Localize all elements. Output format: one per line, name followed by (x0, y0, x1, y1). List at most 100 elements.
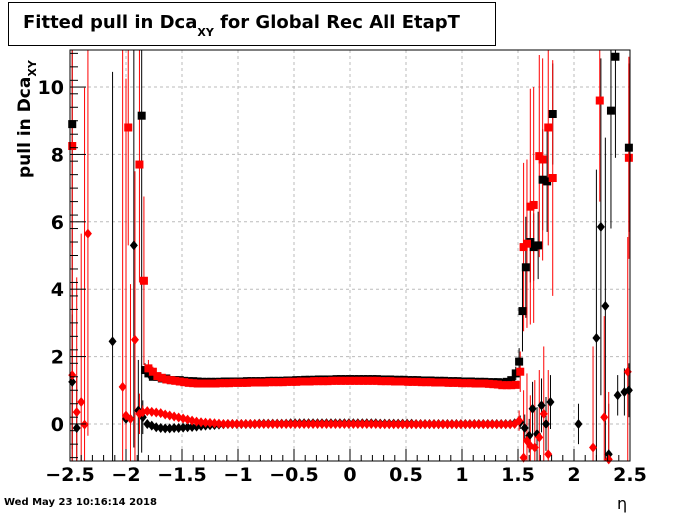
red-diamond-marker (600, 412, 609, 423)
red-square-marker (529, 200, 538, 209)
red-square-marker (422, 378, 431, 387)
red-diamond-marker (623, 366, 632, 377)
red-square-marker (216, 379, 225, 388)
black-diamond-marker (520, 422, 529, 433)
black-diamond-marker (624, 385, 633, 396)
red-diamond-marker (461, 419, 470, 430)
red-diamond-marker (474, 419, 483, 430)
red-square-marker (175, 377, 184, 386)
red-square-marker (184, 378, 193, 387)
black-diamond-marker (183, 422, 192, 433)
black-diamond-marker (596, 221, 605, 232)
red-square-marker (341, 376, 350, 385)
red-diamond-marker (273, 418, 282, 429)
black-square-marker (137, 111, 146, 120)
black-square-marker (515, 357, 524, 366)
x-tick-label: 1.5 (501, 464, 535, 486)
red-diamond-marker (443, 419, 452, 430)
red-diamond-marker (118, 381, 127, 392)
red-square-marker (346, 376, 354, 385)
x-tick-label: 1 (455, 464, 468, 486)
red-diamond-marker (286, 418, 295, 429)
red-square-marker (287, 377, 296, 386)
red-square-marker (493, 380, 502, 389)
red-square-marker (498, 381, 507, 390)
title-main: Fitted pull in Dca (23, 12, 198, 33)
red-square-marker (372, 376, 381, 385)
red-diamond-marker (268, 418, 277, 429)
red-diamond-marker (416, 419, 425, 430)
x-axis: −2.5 −2 −1.5 −1 −0.5 0 0.5 1 1.5 2 2.5 (45, 449, 647, 486)
red-diamond-marker (452, 419, 461, 430)
red-diamond-marker (539, 408, 548, 419)
red-square-marker (475, 379, 484, 388)
red-square-marker (426, 378, 435, 387)
x-tick-label: 0.5 (389, 464, 423, 486)
red-diamond-marker (367, 418, 376, 429)
red-diamond-marker (246, 418, 255, 429)
black-diamond-marker (179, 422, 188, 433)
red-diamond-marker (300, 418, 309, 429)
red-square-marker (368, 376, 377, 385)
red-square-marker (269, 378, 278, 387)
black-diamond-marker (601, 301, 610, 312)
red-square-marker (480, 379, 489, 388)
red-square-marker (502, 381, 511, 390)
black-diamond-marker (161, 423, 170, 434)
red-square-marker (404, 377, 413, 386)
red-diamond-marker (430, 419, 438, 430)
red-diamond-marker (501, 419, 510, 430)
red-square-marker (624, 153, 633, 162)
black-diamond-marker (129, 240, 138, 251)
black-diamond-marker (170, 422, 179, 433)
red-square-marker (449, 378, 458, 387)
red-square-marker (296, 377, 305, 386)
red-square-marker (328, 376, 337, 385)
red-diamond-marker (389, 419, 398, 430)
red-square-marker (144, 364, 153, 373)
red-square-marker (466, 379, 475, 388)
black-square-marker (511, 369, 520, 378)
x-tick-label: −1.5 (157, 464, 207, 486)
red-square-marker (471, 379, 480, 388)
red-diamond-marker (371, 418, 380, 429)
red-square-marker (251, 378, 260, 387)
red-diamond-marker (362, 418, 371, 429)
red-diamond-marker (394, 419, 403, 430)
red-diamond-marker (407, 419, 416, 430)
red-square-marker (305, 377, 314, 386)
red-diamond-marker (255, 418, 264, 429)
red-diamond-marker (479, 419, 488, 430)
red-diamond-marker (506, 419, 515, 430)
black-diamond-marker (537, 400, 546, 411)
red-square-marker (278, 378, 287, 387)
y-tick-label: 6 (51, 212, 64, 234)
title-rest: for Global Rec All EtapT (213, 12, 460, 33)
red-diamond-marker (232, 418, 241, 429)
red-square-marker (548, 174, 557, 183)
red-square-marker (274, 378, 283, 387)
red-square-marker (489, 380, 498, 389)
x-tick-label: −1 (223, 464, 252, 486)
black-square-marker (548, 110, 557, 119)
black-square-marker (518, 307, 527, 316)
chart-title: Fitted pull in DcaXY for Global Rec All … (23, 12, 460, 39)
red-square-marker (207, 379, 216, 388)
red-square-marker (301, 377, 310, 386)
red-square-marker (260, 378, 269, 387)
black-square-marker (529, 243, 538, 252)
red-square-marker (124, 123, 133, 132)
red-square-marker (229, 378, 238, 387)
y-tick-label: 0 (51, 414, 64, 436)
red-square-marker (256, 378, 265, 387)
black-diamond-marker (542, 418, 550, 429)
y-tick-label: 10 (38, 77, 64, 99)
red-diamond-marker (544, 449, 553, 460)
red-diamond-marker (403, 419, 412, 430)
red-diamond-marker (465, 419, 474, 430)
x-tick-label: 2.5 (613, 464, 647, 486)
red-square-marker (283, 377, 292, 386)
red-square-marker (417, 378, 426, 387)
red-diamond-marker (434, 419, 443, 430)
black-diamond-marker (604, 449, 613, 460)
